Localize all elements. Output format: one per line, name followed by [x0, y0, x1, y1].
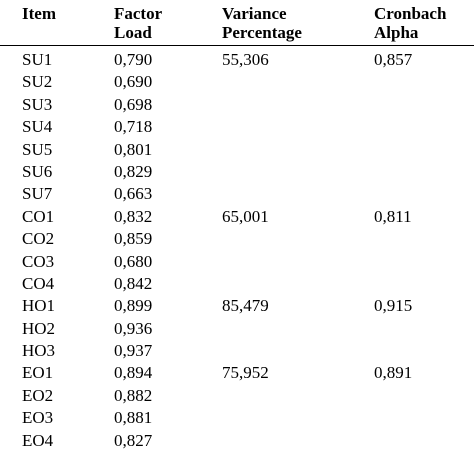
header-cronbach-line1: Cronbach — [374, 4, 447, 23]
cell-item: HO1 — [22, 296, 56, 316]
cell-item: SU3 — [22, 94, 53, 114]
cell-factor-load: 0,881 — [114, 408, 153, 428]
cell-factor-load: 0,859 — [114, 229, 153, 249]
cell-variance: 65,001 — [222, 206, 269, 226]
cell-item: EO1 — [22, 363, 54, 383]
cell-item: SU2 — [22, 72, 53, 92]
cell-variance: 75,952 — [222, 363, 269, 383]
table-row: EO1 0,894 75,952 0,891 — [0, 362, 474, 384]
cell-item: CO4 — [22, 273, 55, 293]
cell-factor-load: 0,894 — [114, 363, 153, 383]
cell-item: CO3 — [22, 251, 55, 271]
header-item: Item — [22, 4, 56, 23]
cell-factor-load: 0,827 — [114, 430, 153, 450]
header-cronbach: Cronbach Alpha — [374, 4, 446, 42]
cell-item: CO1 — [22, 206, 55, 226]
table-row: HO3 0,937 — [0, 340, 474, 362]
cell-cronbach-alpha: 0,857 — [374, 50, 413, 69]
cell-item: EO2 — [22, 385, 54, 405]
cell-factor-load: 0,698 — [114, 94, 153, 114]
table-row: SU6 0,829 — [0, 161, 474, 183]
header-variance: Variance Percentage — [222, 4, 302, 42]
table-row: SU3 0,698 — [0, 94, 474, 116]
cell-factor-load: 0,690 — [114, 72, 153, 92]
header-factor-load-line1: Factor — [114, 4, 163, 23]
table-row: CO3 0,680 — [0, 251, 474, 273]
cell-factor-load: 0,882 — [114, 385, 153, 405]
cell-cronbach-alpha: 0,811 — [374, 206, 412, 226]
factor-table: Item Factor Load Variance Percentage Cro… — [0, 0, 474, 450]
table-row: CO2 0,859 — [0, 228, 474, 250]
cell-factor-load: 0,801 — [114, 139, 153, 159]
cell-factor-load: 0,842 — [114, 273, 153, 293]
cell-item: EO4 — [22, 430, 54, 450]
table-row: CO1 0,832 65,001 0,811 — [0, 206, 474, 228]
cell-item: SU4 — [22, 117, 53, 137]
cell-item: CO2 — [22, 229, 55, 249]
cell-factor-load: 0,937 — [114, 341, 153, 361]
cell-factor-load: 0,790 — [114, 50, 153, 69]
cell-factor-load: 0,832 — [114, 206, 153, 226]
header-variance-line1: Variance — [222, 4, 287, 23]
cell-factor-load: 0,663 — [114, 184, 153, 204]
cell-item: SU5 — [22, 139, 53, 159]
cell-variance: 85,479 — [222, 296, 269, 316]
header-factor-load: Factor Load — [114, 4, 162, 42]
table-row: HO2 0,936 — [0, 318, 474, 340]
header-cronbach-line2: Alpha — [374, 23, 419, 42]
cell-factor-load: 0,680 — [114, 251, 153, 271]
table-row: SU2 0,690 — [0, 71, 474, 93]
cell-factor-load: 0,899 — [114, 296, 153, 316]
table-row: SU1 0,790 55,306 0,857 — [0, 49, 474, 71]
table-row: EO3 0,881 — [0, 407, 474, 429]
header-factor-load-line2: Load — [114, 23, 152, 42]
cell-item: SU6 — [22, 161, 53, 181]
cell-item: EO3 — [22, 408, 54, 428]
cell-variance: 55,306 — [222, 50, 269, 69]
table-row: SU5 0,801 — [0, 139, 474, 161]
table-body: SU1 0,790 55,306 0,857 SU2 0,690 SU3 0,698 SU4 0,… — [0, 49, 474, 452]
table-row: HO1 0,899 85,479 0,915 — [0, 295, 474, 317]
cell-cronbach-alpha: 0,915 — [374, 296, 413, 316]
table-header: Item Factor Load Variance Percentage Cro… — [0, 0, 474, 45]
table-row: EO2 0,882 — [0, 385, 474, 407]
header-variance-line2: Percentage — [222, 23, 302, 42]
cell-item: HO2 — [22, 318, 56, 338]
table-row: SU4 0,718 — [0, 116, 474, 138]
cell-cronbach-alpha: 0,891 — [374, 363, 413, 383]
header-rule — [0, 45, 474, 46]
cell-item: SU1 — [22, 50, 53, 69]
cell-factor-load: 0,718 — [114, 117, 153, 137]
cell-factor-load: 0,829 — [114, 161, 153, 181]
cell-factor-load: 0,936 — [114, 318, 153, 338]
table-row: EO4 0,827 — [0, 430, 474, 452]
table-row: CO4 0,842 — [0, 273, 474, 295]
table-row: SU7 0,663 — [0, 183, 474, 205]
cell-item: HO3 — [22, 341, 56, 361]
cell-item: SU7 — [22, 184, 53, 204]
